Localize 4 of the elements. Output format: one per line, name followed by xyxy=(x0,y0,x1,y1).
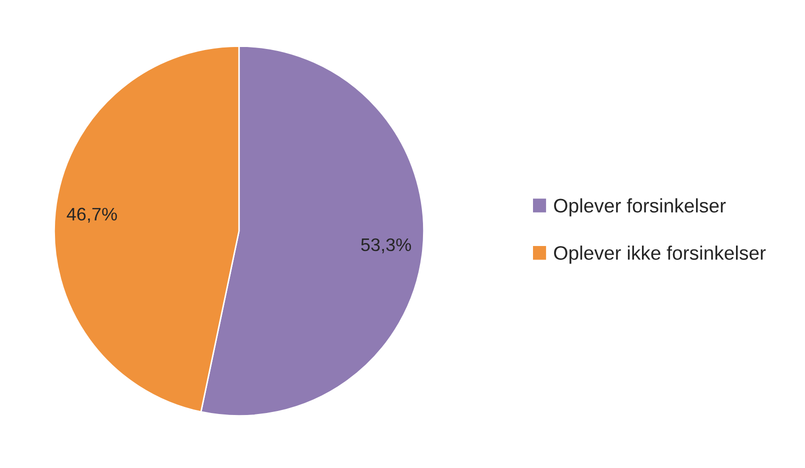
legend-label: Oplever forsinkelser xyxy=(554,198,726,216)
data-label: 53,3% xyxy=(361,238,412,254)
legend-label: Oplever ikke forsinkelser xyxy=(554,246,766,264)
data-label: 46,7% xyxy=(66,208,117,223)
